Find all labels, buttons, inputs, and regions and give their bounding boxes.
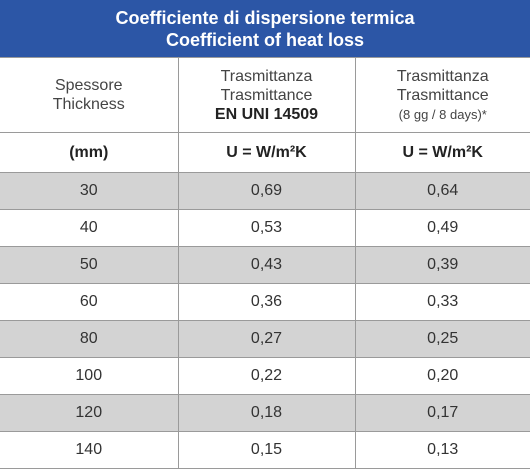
data-cell: 0,13 xyxy=(354,431,530,469)
data-cell: 50 xyxy=(0,246,179,284)
data-cell: 30 xyxy=(0,172,179,210)
data-row: 30 0,69 0,64 xyxy=(0,172,530,210)
units-row: (mm) U = W/m²K U = W/m²K xyxy=(0,132,530,173)
data-cell: 60 xyxy=(0,283,179,321)
header-text: Trasmittance xyxy=(220,86,313,104)
units-cell: U = W/m²K xyxy=(354,132,530,173)
header-cell: Spessore Thickness xyxy=(0,57,179,133)
data-cell: 0,25 xyxy=(354,320,530,358)
data-cell: 0,49 xyxy=(354,209,530,247)
header-text: Spessore xyxy=(54,77,123,94)
title-band: Coefficiente di dispersione termica Coef… xyxy=(0,0,530,57)
header-text: Trasmittance xyxy=(396,86,489,104)
data-row: 100 0,22 0,20 xyxy=(0,357,530,395)
data-cell: 0,17 xyxy=(354,394,530,432)
header-cell: Trasmittanza Trasmittance EN UNI 14509 xyxy=(177,57,356,133)
header-cell: Trasmittanza Trasmittance (8 gg / 8 days)* xyxy=(354,57,530,133)
data-cell: 0,64 xyxy=(354,172,530,210)
data-cell: 120 xyxy=(0,394,179,432)
units-cell: (mm) xyxy=(0,132,179,173)
data-cell: 100 xyxy=(0,357,179,395)
data-row: 80 0,27 0,25 xyxy=(0,320,530,358)
data-row: 120 0,18 0,17 xyxy=(0,394,530,432)
header-row: Spessore Thickness Trasmittanza Trasmittanc… xyxy=(0,57,530,133)
header-text: Thickness xyxy=(52,96,125,113)
data-cell: 0,43 xyxy=(177,246,356,284)
header-text: Trasmittanza xyxy=(396,67,489,85)
data-cell: 0,22 xyxy=(177,357,356,395)
title-line: Coefficient of heat loss xyxy=(165,29,365,50)
heat-loss-table: Spessore Thickness Trasmittanza Trasmittanc… xyxy=(0,57,530,469)
data-cell: 0,20 xyxy=(354,357,530,395)
data-cell: 0,33 xyxy=(354,283,530,321)
data-cell: 0,27 xyxy=(177,320,356,358)
header-text: Trasmittanza xyxy=(220,67,313,85)
data-cell: 0,69 xyxy=(177,172,356,210)
data-cell: 0,53 xyxy=(177,209,356,247)
data-row: 60 0,36 0,33 xyxy=(0,283,530,321)
data-row: 50 0,43 0,39 xyxy=(0,246,530,284)
header-standard: EN UNI 14509 xyxy=(214,105,319,123)
units-cell: U = W/m²K xyxy=(177,132,356,173)
title-line: Coefficiente di dispersione termica xyxy=(115,7,415,28)
data-cell: 40 xyxy=(0,209,179,247)
data-row: 140 0,15 0,13 xyxy=(0,431,530,469)
data-cell: 140 xyxy=(0,431,179,469)
data-cell: 80 xyxy=(0,320,179,358)
data-cell: 0,18 xyxy=(177,394,356,432)
data-row: 40 0,53 0,49 xyxy=(0,209,530,247)
data-cell: 0,36 xyxy=(177,283,356,321)
header-note: (8 gg / 8 days)* xyxy=(398,106,487,122)
data-cell: 0,15 xyxy=(177,431,356,469)
data-cell: 0,39 xyxy=(354,246,530,284)
